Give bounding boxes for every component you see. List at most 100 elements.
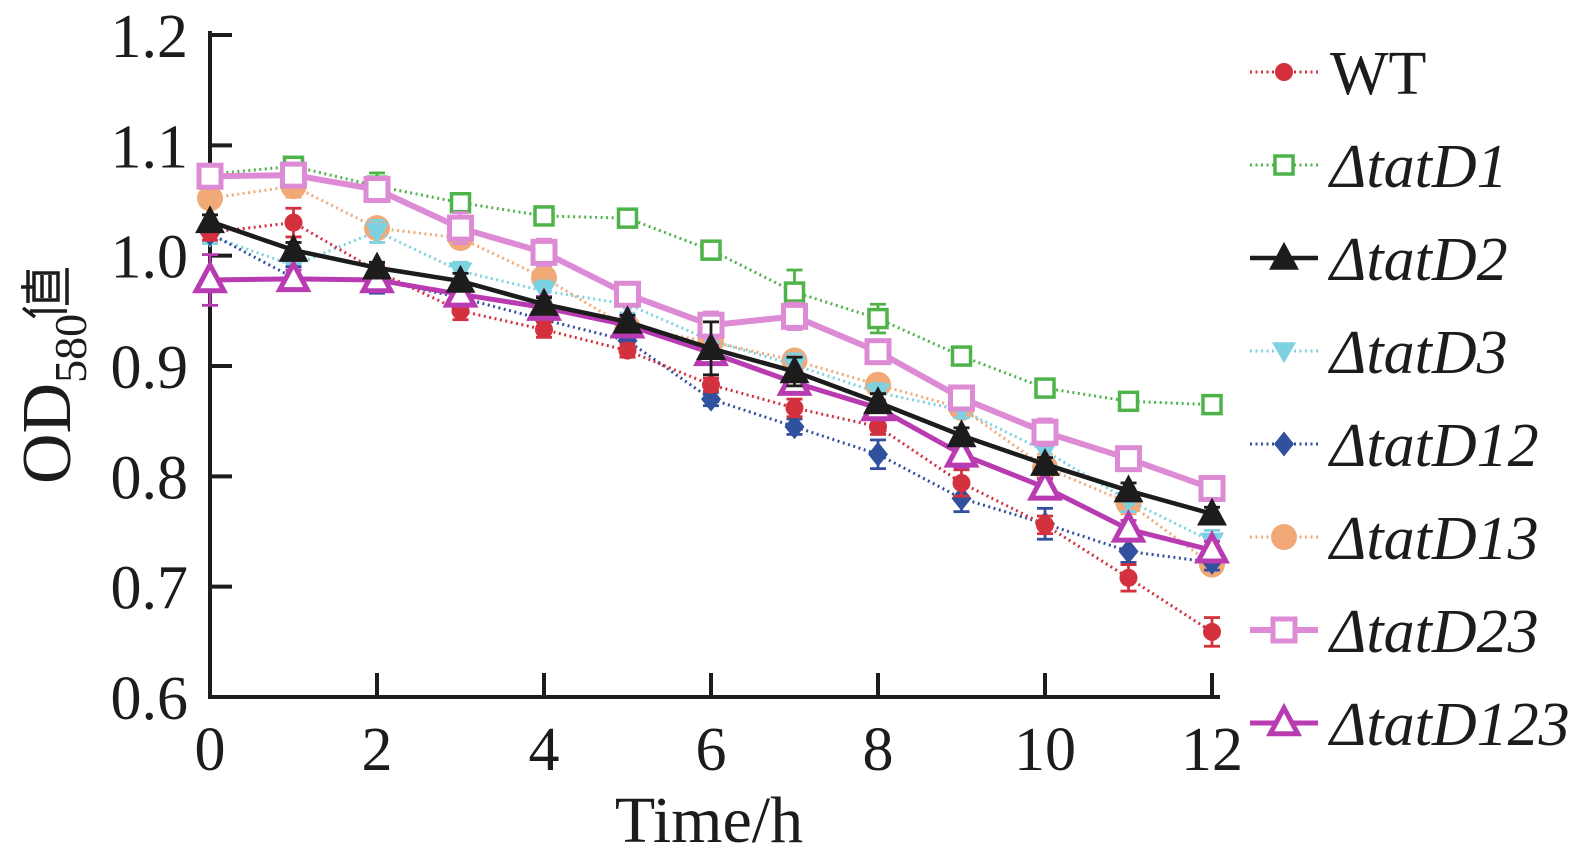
marker-tatd1-t4 xyxy=(533,205,555,227)
marker-wt-t10 xyxy=(1036,515,1054,534)
marker-tatd2-t7 xyxy=(779,355,810,384)
legend-label-tatd12: ΔtatD12 xyxy=(1327,412,1539,480)
marker-wt-t5 xyxy=(618,341,637,360)
x-tick-label-6: 6 xyxy=(696,716,727,784)
marker-tatd23-t0 xyxy=(196,162,224,190)
series-tatd2 xyxy=(195,205,1227,526)
x-tick-label-12: 12 xyxy=(1181,716,1243,784)
marker-tatd1-t9 xyxy=(950,345,973,367)
marker-tatd123-t0 xyxy=(192,259,228,294)
legend-label-tatd23: ΔtatD23 xyxy=(1327,598,1539,666)
legend-item-tatd123: ΔtatD123 xyxy=(1250,691,1570,759)
marker-tatd23-t5 xyxy=(614,280,641,308)
marker-tatd13-t0 xyxy=(197,185,223,212)
marker-tatd2-t0 xyxy=(195,205,225,234)
marker-tatd123-t1 xyxy=(275,258,312,293)
legend-marker-tatd123 xyxy=(1266,702,1302,737)
y-tick-label-0.7: 0.7 xyxy=(111,555,189,623)
marker-tatd1-t12 xyxy=(1201,393,1223,416)
marker-tatd2-t12 xyxy=(1197,497,1227,526)
legend-item-tatd1: ΔtatD1 xyxy=(1250,133,1508,201)
marker-tatd123-t11 xyxy=(1110,508,1147,543)
marker-wt-t6 xyxy=(702,375,720,394)
marker-wt-t7 xyxy=(785,398,804,417)
legend: WT ΔtatD1 ΔtatD2 ΔtatD3 ΔtatD12 ΔtatD13 ΔtatD2… xyxy=(1250,40,1570,759)
legend-label-tatd1: ΔtatD1 xyxy=(1327,133,1508,201)
marker-tatd23-t3 xyxy=(447,214,474,242)
marker-tatd123-t9 xyxy=(943,433,980,468)
marker-tatd2-t8 xyxy=(863,386,893,415)
marker-wt-t9 xyxy=(952,473,971,492)
legend-marker-tatd23 xyxy=(1270,616,1298,644)
legend-marker-tatd13 xyxy=(1271,524,1297,550)
x-tick-label-2: 2 xyxy=(362,716,393,784)
legend-label-tatd3: ΔtatD3 xyxy=(1327,319,1508,387)
legend-marker-tatd12 xyxy=(1274,431,1294,457)
legend-marker-tatd3 xyxy=(1271,342,1297,364)
legend-item-tatd12: ΔtatD12 xyxy=(1250,412,1539,480)
marker-tatd23-t11 xyxy=(1115,445,1142,473)
marker-wt-t1 xyxy=(284,213,303,232)
legend-marker-wt xyxy=(1275,63,1293,81)
marker-tatd12-t11 xyxy=(1118,538,1139,564)
y-tick-label-1.1: 1.1 xyxy=(111,113,189,181)
legend-label-wt: WT xyxy=(1330,40,1426,108)
marker-tatd1-t10 xyxy=(1034,377,1056,399)
legend-marker-tatd1 xyxy=(1273,154,1295,176)
marker-tatd2-t10 xyxy=(1030,447,1060,476)
marker-tatd23-t1 xyxy=(280,161,307,189)
legend-label-tatd13: ΔtatD13 xyxy=(1327,505,1539,573)
legend-label-tatd123: ΔtatD123 xyxy=(1327,691,1570,759)
marker-tatd23-t2 xyxy=(363,175,391,203)
marker-tatd23-t7 xyxy=(781,302,808,330)
marker-tatd12-t8 xyxy=(868,441,888,467)
marker-tatd3-t2 xyxy=(364,222,390,244)
y-tick-label-0.8: 0.8 xyxy=(111,444,189,512)
marker-tatd1-t3 xyxy=(449,191,472,214)
y-axis-title-text: OD580 xyxy=(9,314,96,484)
x-axis-title: Time/h xyxy=(615,784,803,857)
series-layer xyxy=(192,155,1230,648)
marker-tatd23-t4 xyxy=(530,238,558,266)
marker-wt-t4 xyxy=(535,320,553,339)
x-tick-label-8: 8 xyxy=(863,716,894,784)
series-line-wt xyxy=(209,221,1213,634)
marker-tatd123-t12 xyxy=(1194,529,1230,564)
series-wt xyxy=(201,206,1221,648)
legend-item-tatd23: ΔtatD23 xyxy=(1250,598,1539,666)
marker-tatd2-t2 xyxy=(362,251,392,280)
y-tick-label-0.9: 0.9 xyxy=(111,334,189,402)
legend-label-tatd2: ΔtatD2 xyxy=(1327,226,1508,294)
marker-tatd1-t6 xyxy=(700,239,722,261)
marker-tatd1-t11 xyxy=(1117,390,1140,413)
x-tick-label-4: 4 xyxy=(529,716,560,784)
marker-tatd1-t7 xyxy=(783,281,806,303)
marker-tatd23-t8 xyxy=(864,338,892,366)
marker-tatd12-t9 xyxy=(951,485,972,511)
marker-tatd2-t11 xyxy=(1113,474,1144,503)
marker-tatd2-t6 xyxy=(696,332,726,361)
y-axis-title-sub: 580 xyxy=(45,314,96,383)
marker-tatd1-t8 xyxy=(867,307,889,330)
y-tick-label-1.0: 1.0 xyxy=(111,224,189,292)
marker-wt-t12 xyxy=(1203,622,1221,641)
marker-tatd2-t5 xyxy=(612,305,643,334)
marker-tatd2-t9 xyxy=(946,419,977,448)
x-tick-label-0: 0 xyxy=(195,716,226,784)
marker-tatd2-t4 xyxy=(529,287,559,316)
legend-item-wt: WT xyxy=(1250,40,1426,108)
legend-item-tatd3: ΔtatD3 xyxy=(1250,319,1508,387)
axes: 0.6 0.7 0.8 0.9 1.0 1.1 1.2 0 2 4 6 8 10 12 xyxy=(111,3,1244,784)
legend-item-tatd13: ΔtatD13 xyxy=(1250,505,1539,573)
marker-tatd2-t1 xyxy=(278,233,309,262)
x-tick-label-10: 10 xyxy=(1014,716,1076,784)
marker-wt-t11 xyxy=(1119,568,1138,587)
y-tick-label-1.2: 1.2 xyxy=(111,3,189,71)
marker-tatd12-t6 xyxy=(701,386,721,412)
y-tick-label-0.6: 0.6 xyxy=(111,665,189,733)
y-axis-title-main: OD xyxy=(9,383,86,484)
marker-wt-t8 xyxy=(869,417,887,436)
marker-tatd123-t10 xyxy=(1027,467,1063,501)
cjk-value-glyph xyxy=(21,268,69,319)
